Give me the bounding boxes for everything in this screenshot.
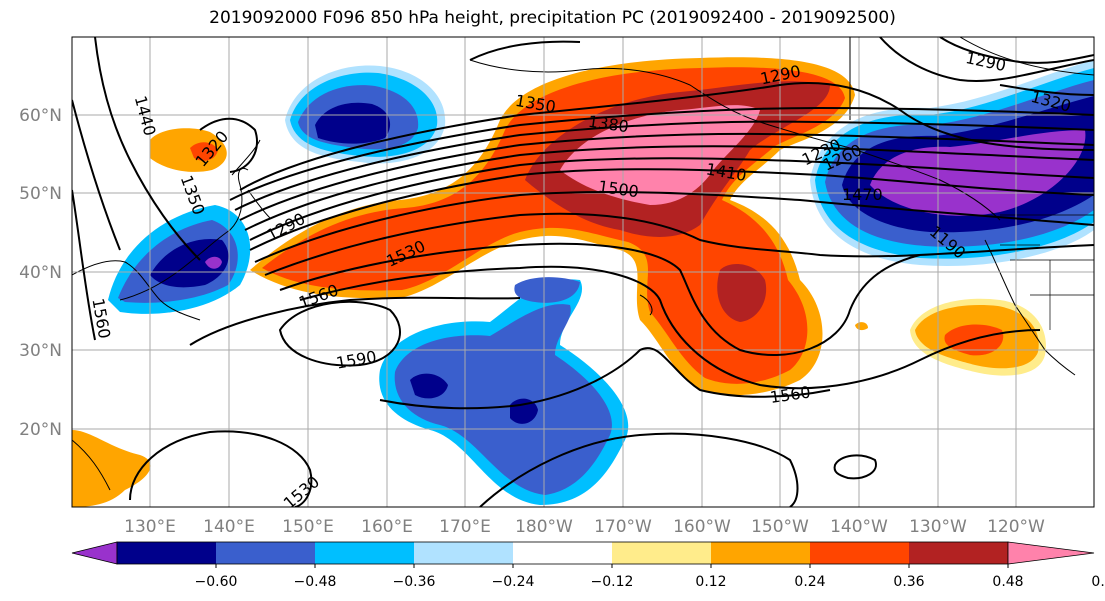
colorbar-tick-label: 0.60 [1091,574,1105,590]
map-title: 2019092000 F096 850 hPa height, precipit… [209,8,896,28]
graticule [72,37,1094,507]
lat-tick-label: 40°N [19,263,62,283]
lon-tick-label: 130°E [124,517,176,537]
lat-tick-label: 50°N [19,184,62,204]
colorbar: −0.60 −0.48 −0.36 −0.24 −0.12 0.12 0.24 0.36 0.4… [71,541,1105,590]
lon-tick-label: 170°E [439,517,491,537]
colorbar-extend-min [71,541,118,565]
colorbar-cell [414,542,513,564]
colorbar-tick-label: 0.36 [893,574,924,590]
colorbar-cell [117,542,216,564]
colorbar-tick-label: −0.24 [492,574,535,590]
lon-tick-label: 160°W [673,517,731,537]
precip-positive-japan-north [150,128,227,172]
colorbar-extend-max [1007,541,1095,565]
colorbar-tick-label: −0.12 [591,574,634,590]
lon-tick-label: 170°W [594,517,652,537]
map-frame [71,36,1095,508]
contour-label: 1470 [842,185,883,204]
colorbar-cell [315,542,414,564]
lon-tick-label: 140°W [830,517,888,537]
precip-negative-west-japan [108,205,251,314]
lon-tick-label: 120°W [987,517,1045,537]
latitude-axis: 60°N 50°N 40°N 30°N 20°N [19,106,62,440]
colorbar-cell [513,542,612,564]
longitude-axis: 130°E 140°E 150°E 160°E 170°E 180°W 170°… [124,517,1045,537]
lat-tick-label: 60°N [19,106,62,126]
colorbar-tick-label: −0.36 [393,574,436,590]
colorbar-cell [909,542,1008,564]
lon-tick-label: 140°E [203,517,255,537]
height-contours [72,37,1094,507]
precip-negative-central-pacific [379,277,629,505]
colorbar-cell [216,542,315,564]
colorbar-tick-label: 0.48 [992,574,1023,590]
contour-labels: 1440 1320 1350 1290 1530 1560 1590 1560 … [88,48,1073,507]
colorbar-tick-label: 0.24 [794,574,825,590]
colorbar-tick-label: −0.48 [294,574,337,590]
lon-tick-label: 150°W [751,517,809,537]
colorbar-cell [612,542,711,564]
lat-tick-label: 20°N [19,420,62,440]
colorbar-tick-label: −0.60 [195,574,238,590]
lon-tick-label: 160°E [361,517,413,537]
lon-tick-label: 150°E [282,517,334,537]
us-canada-borders [1000,214,1094,330]
lat-tick-label: 30°N [19,341,62,361]
lon-tick-label: 180°W [515,517,573,537]
colorbar-cell [810,542,909,564]
lon-tick-label: 130°W [909,517,967,537]
colorbar-cell [711,542,810,564]
map-plot-area: 1440 1320 1350 1290 1530 1560 1590 1560 … [72,37,1094,507]
colorbar-tick-label: 0.12 [695,574,726,590]
precip-positive-south-china [72,430,151,507]
